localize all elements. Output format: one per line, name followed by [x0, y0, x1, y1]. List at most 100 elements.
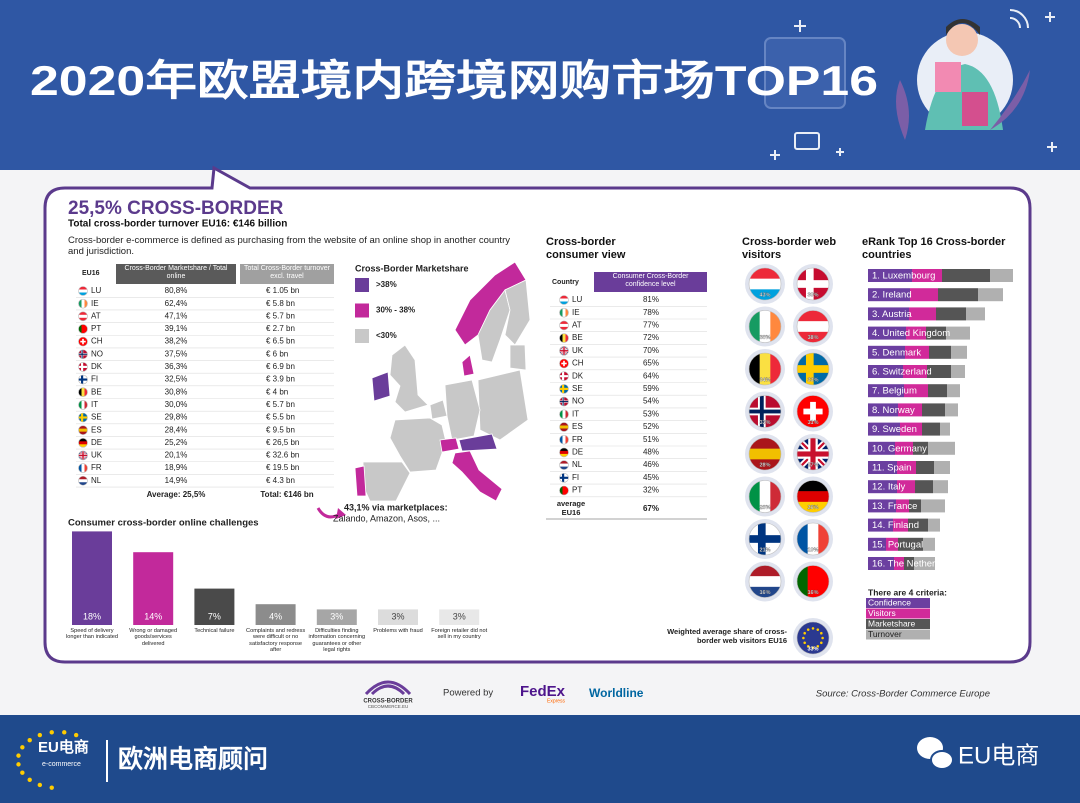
flag-ring — [78, 412, 88, 423]
flag-ring — [78, 425, 88, 435]
flag-stripe — [559, 425, 569, 429]
flag-ring — [78, 450, 88, 461]
flag — [749, 310, 781, 343]
erank-label: 16. The Netherlands — [872, 559, 958, 570]
flag — [559, 384, 569, 394]
visitor-share: 27% — [807, 462, 818, 468]
flag-ring — [748, 480, 782, 513]
erank-label: 1. Luxembourg — [872, 271, 935, 282]
table-header: EU16 — [82, 270, 100, 277]
table-header: Total Cross-Border turnover excl. travel — [244, 265, 330, 281]
flag-stripe — [797, 501, 829, 513]
flag-ring — [796, 352, 830, 386]
flag-stripe — [797, 480, 829, 492]
confidence: 59% — [643, 384, 659, 393]
flag-stripe — [81, 400, 85, 410]
visitor-share: 34% — [759, 377, 770, 383]
flag-stripe — [565, 333, 569, 343]
table-header: Country — [552, 279, 579, 286]
visitor-share: 16% — [807, 590, 818, 596]
erank-label: 10. Germany — [872, 443, 927, 454]
wechat-name: EU电商 — [958, 742, 1039, 769]
bar-label: 14% — [144, 611, 162, 621]
erank-segment — [906, 326, 926, 340]
flag — [559, 409, 569, 419]
flag — [78, 413, 88, 422]
flag — [559, 308, 569, 318]
average-caption: Weighted average share of cross-border w… — [667, 627, 787, 645]
flag-stripe — [818, 523, 829, 555]
eu-star — [37, 732, 43, 738]
flag-stripe — [749, 459, 781, 470]
flag-stripe — [559, 308, 563, 318]
flag-stripe — [78, 444, 88, 448]
flag-ring — [796, 565, 830, 598]
erank-segment — [909, 499, 921, 513]
cb-logo-url: CBCOMMERCE.EU — [368, 704, 409, 709]
flag-ring — [559, 409, 569, 420]
country-code: ES — [91, 425, 102, 434]
flag — [749, 523, 781, 555]
section-title: Cross-border consumer view — [546, 236, 626, 261]
flag-stripe — [559, 463, 569, 467]
erank-segment — [951, 365, 965, 378]
flag-stripe — [78, 463, 82, 473]
erank-label: 2. Ireland — [872, 290, 912, 301]
erank-segment — [894, 557, 904, 570]
flag-stripe — [559, 428, 569, 432]
erank-segment — [938, 288, 978, 302]
flag-stripe — [81, 324, 85, 334]
flag — [78, 311, 88, 321]
chart-title: Consumer cross-border online challenges — [68, 518, 259, 529]
erank-segment — [990, 269, 1013, 282]
flag-cross — [81, 375, 84, 385]
category-label: Technical failure — [194, 628, 235, 634]
erank-segment — [909, 307, 936, 321]
flag — [559, 422, 569, 432]
erank-label: 11. Spain — [872, 463, 911, 474]
marketshare: 18,9% — [165, 463, 188, 472]
wechat-icon — [917, 737, 954, 770]
flag-ring — [559, 434, 569, 445]
country-code: DK — [572, 371, 584, 380]
turnover: € 5.5 bn — [266, 413, 295, 422]
eu-star — [16, 753, 21, 758]
bar — [316, 609, 357, 625]
flag-ring — [559, 345, 569, 356]
map-note: 43,1% via marketplaces: — [344, 502, 448, 512]
erank-segment — [928, 441, 955, 455]
worldline-logo: Worldline — [589, 686, 644, 700]
country-code: IE — [572, 308, 580, 317]
marketshare: 37,5% — [165, 349, 188, 358]
flag-stripe — [559, 333, 563, 343]
flag-stripe — [749, 289, 781, 300]
flag — [559, 473, 569, 483]
flag-star — [820, 631, 823, 635]
table-footer: Total: €146 bn — [260, 490, 313, 499]
flag-ring — [559, 396, 569, 407]
turnover: € 1.05 bn — [266, 286, 299, 295]
bar — [194, 588, 235, 625]
flag-stripe — [565, 409, 569, 419]
confidence: 32% — [643, 486, 659, 495]
erank-segment — [868, 326, 906, 340]
visitor-share: 26% — [759, 505, 770, 511]
erank-label: 13. France — [872, 501, 917, 512]
confidence: 77% — [643, 321, 659, 330]
bottom-bar — [0, 715, 1080, 803]
flag-stripe — [78, 479, 88, 483]
flag-cross — [82, 338, 84, 345]
table-footer: Average: 25,5% — [147, 490, 206, 499]
country-code: DE — [572, 448, 583, 457]
flag — [78, 375, 88, 385]
erank-label: 14. Finland — [872, 520, 919, 531]
flag — [559, 435, 569, 445]
flag-ring — [78, 311, 88, 322]
erank-segment — [905, 345, 929, 359]
erank-segment — [868, 269, 912, 282]
category-label: Difficulties finding information concern… — [308, 628, 366, 654]
erank-segment — [868, 345, 905, 359]
flag-ring — [559, 333, 569, 343]
turnover: € 4.3 bn — [266, 476, 295, 485]
flag-cross — [81, 413, 84, 422]
